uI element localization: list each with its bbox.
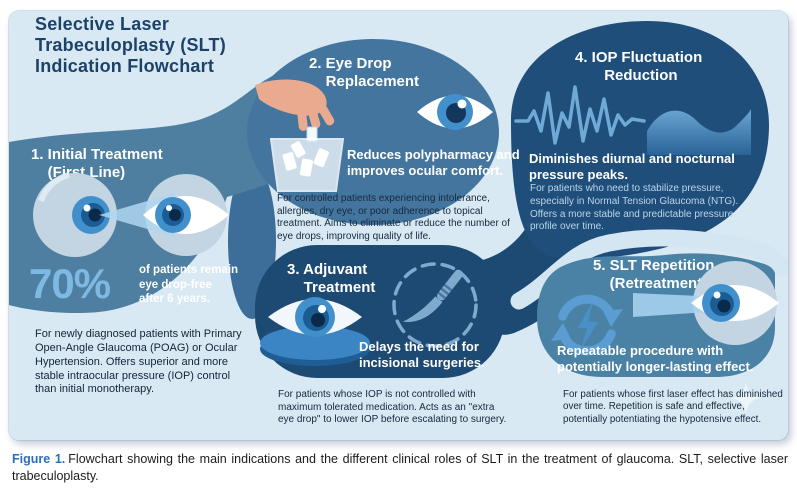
section2-note: For controlled patients experiencing int… — [277, 193, 510, 242]
section1-stat-caption: of patients remain eye drop-free after 6… — [139, 264, 239, 306]
scalpel-icon — [392, 262, 478, 348]
sparkle-icon — [731, 383, 761, 413]
section4-highlight: Diminishes diurnal and nocturnal pressur… — [529, 151, 735, 183]
laser-repeat-icon — [551, 294, 623, 356]
section4-note: For patients who need to stabilize press… — [530, 183, 739, 233]
section1-stat: 70% — [29, 260, 111, 307]
section5-highlight: Repeatable procedure with potentially lo… — [557, 343, 754, 375]
figure-caption-label: Figure 1. — [12, 452, 66, 466]
section3-highlight: Delays the need for incisional surgeries… — [359, 339, 485, 371]
section3-note: For patients whose IOP is not controlled… — [278, 389, 507, 426]
eye-disc-icon — [260, 297, 370, 366]
section2-highlight: Reduces polypharmacy and improves ocular… — [347, 147, 520, 179]
ecg-spike-icon — [514, 85, 646, 145]
section5-note: For patients whose first laser effect ha… — [563, 389, 783, 425]
section2-title: 2. Eye Drop Replacement — [309, 55, 420, 91]
section3-title: 3. Adjuvant Treatment — [287, 261, 376, 297]
laser-eye-icon — [633, 261, 779, 345]
smooth-wave-icon — [647, 109, 751, 155]
infographic-panel: Selective Laser Trabeculoplasty (SLT) In… — [9, 11, 788, 440]
main-title: Selective Laser Trabeculoplasty (SLT) In… — [35, 14, 226, 76]
section5-title: 5. SLT Repetition (Retreatment) — [593, 257, 715, 293]
section4-title: 4. IOP Fluctuation Reduction — [575, 49, 703, 85]
blob-section-4 — [511, 21, 769, 259]
trash-bin-icon — [269, 138, 345, 192]
figure-caption-text: Flowchart showing the main indications a… — [12, 452, 789, 483]
section1-note: For newly diagnosed patients with Primar… — [35, 328, 242, 396]
figure-caption: Figure 1. Flowchart showing the main indi… — [12, 451, 788, 484]
eye-icon — [417, 94, 493, 130]
eyeball-laser-icon — [33, 172, 229, 257]
hand-discard-icon — [255, 79, 345, 192]
